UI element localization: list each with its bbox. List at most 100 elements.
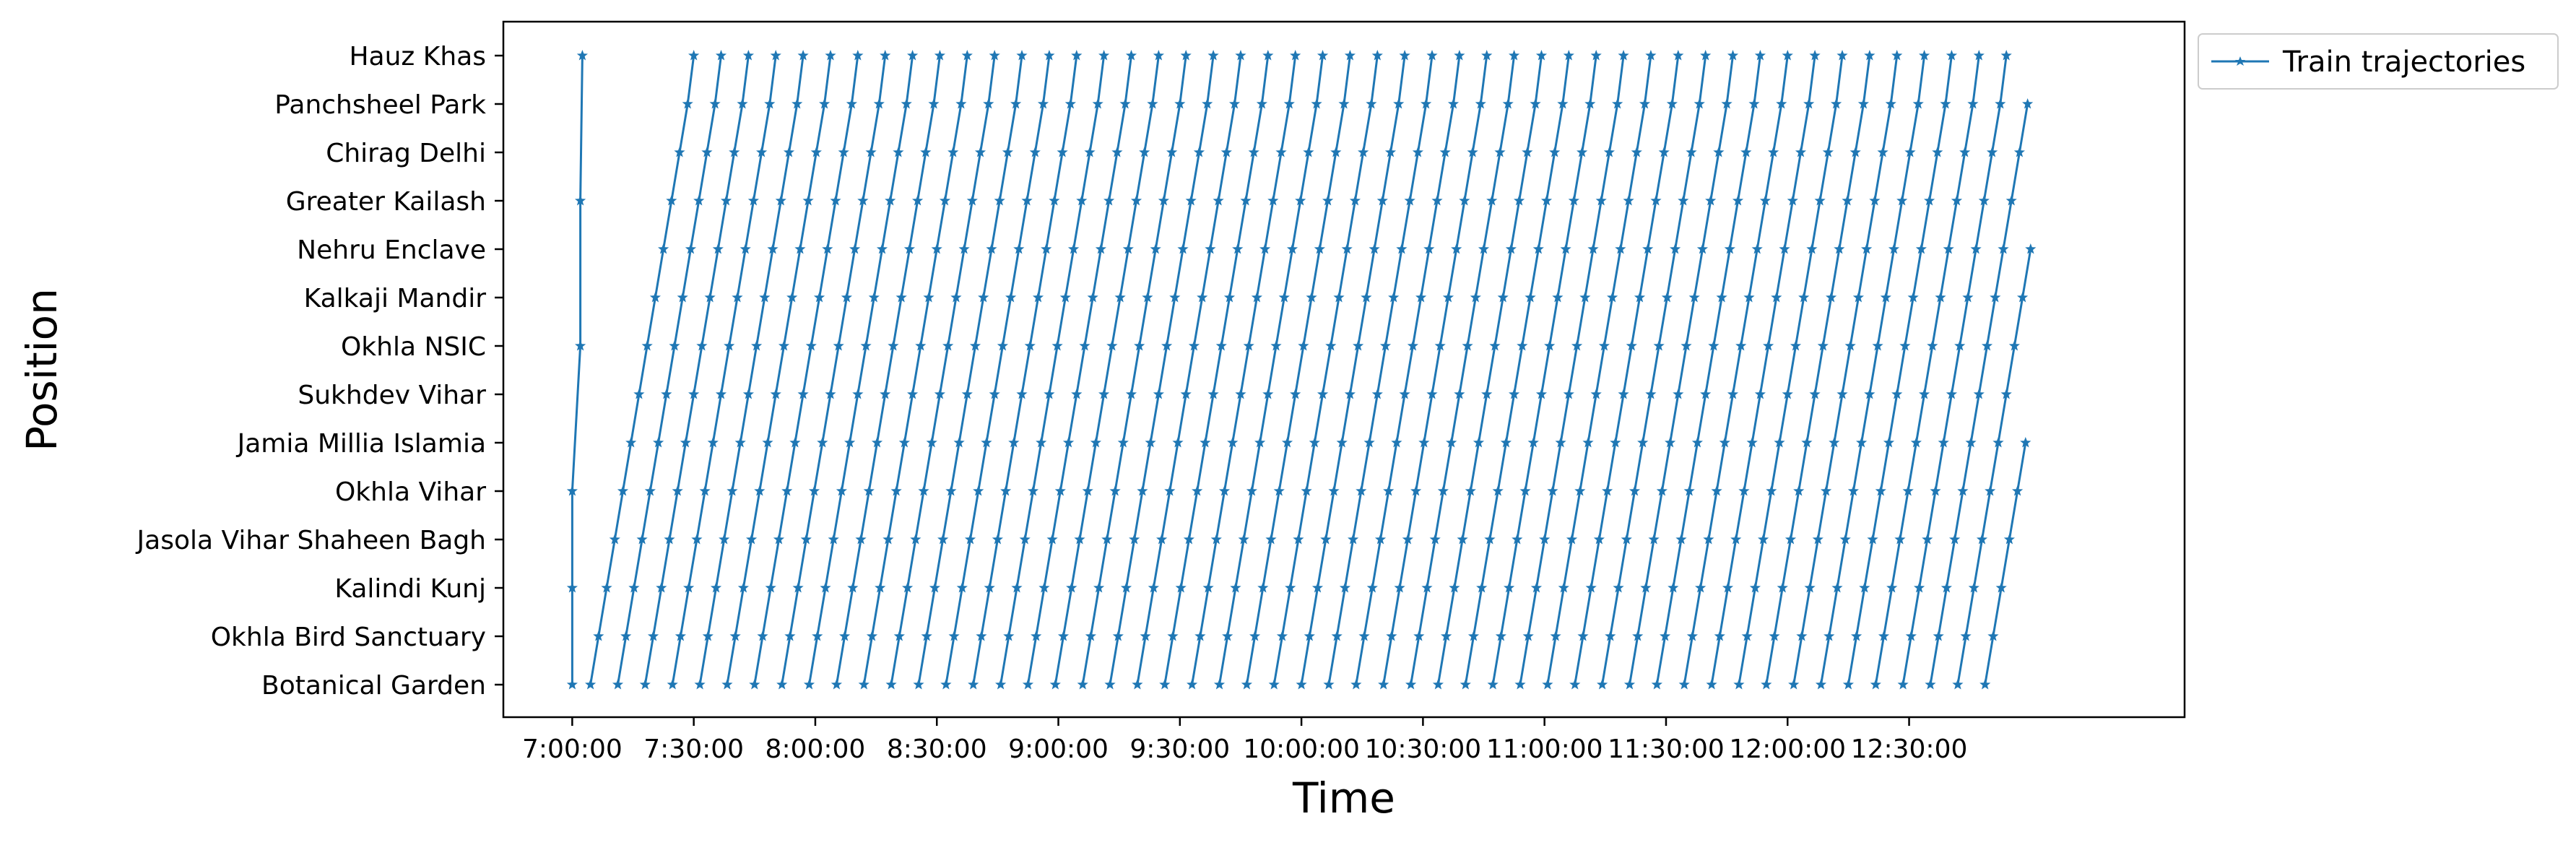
y-tick-label: Jamia Millia Islamia [236, 429, 486, 459]
trajectory-point [833, 340, 844, 351]
train-trajectory [1651, 50, 1766, 690]
trajectory-point [1092, 98, 1103, 109]
trajectory-point [1959, 147, 1971, 157]
trajectory-line [1629, 55, 1734, 685]
trajectory-point [1602, 485, 1613, 496]
trajectory-point [1426, 389, 1438, 399]
trajectory-point [937, 534, 949, 545]
x-axis-title: Time [1292, 774, 1395, 823]
x-axis: 7:00:00 7:30:00 8:00:00 8:30:00 9:00:00 9:30:… [522, 717, 1967, 764]
trajectory-point [1590, 389, 1602, 399]
trajectory-point [1888, 243, 1900, 254]
trajectory-point [820, 582, 831, 593]
train-trajectory [585, 50, 700, 690]
trajectory-point [1590, 50, 1602, 61]
trajectory-point [694, 679, 706, 690]
trajectory-point [1610, 437, 1621, 448]
train-trajectory [1213, 50, 1329, 690]
train-trajectory [1897, 50, 2012, 690]
trajectory-point [709, 98, 721, 109]
trajectory-point [639, 679, 651, 690]
trajectory-point [1074, 534, 1085, 545]
trajectory-point [1922, 534, 1933, 545]
trajectory-point [926, 437, 937, 448]
trajectory-point [852, 50, 864, 61]
trajectory-point [1478, 243, 1490, 254]
trajectory-point [1547, 485, 1558, 496]
trajectory-line [1436, 55, 1543, 685]
trajectory-point [1460, 679, 1471, 690]
train-trajectory [776, 50, 891, 690]
trajectory-point [1262, 389, 1274, 399]
trajectory-point [1344, 389, 1356, 399]
trajectory-point [792, 98, 803, 109]
trajectory-point [1467, 630, 1480, 641]
trajectory-point [1197, 292, 1208, 303]
trajectory-point [1441, 630, 1452, 641]
y-axis: Botanical Garden Okhla Bird Sanctuary Kali… [136, 42, 503, 701]
trajectory-point [817, 437, 828, 448]
train-trajectory [1569, 50, 1684, 690]
trajectory-point [1166, 147, 1178, 157]
train-trajectory [1788, 50, 1903, 690]
trajectory-point [1104, 679, 1116, 690]
trajectory-point [1505, 243, 1517, 254]
trajectory-point [1333, 292, 1345, 303]
trajectory-point [1919, 50, 1930, 61]
trajectory-point [672, 485, 683, 496]
trajectory-point [1193, 147, 1205, 157]
trajectory-point [1621, 534, 1632, 545]
trajectory-point [1358, 630, 1370, 641]
trajectory-point [1487, 679, 1499, 690]
trajectory-line [1245, 55, 1351, 685]
trajectory-point [1774, 437, 1785, 448]
legend-box [2198, 33, 2559, 90]
trajectory-point [1831, 582, 1843, 593]
y-tick-label: Okhla NSIC [341, 332, 486, 362]
trajectory-point [1864, 50, 1875, 61]
trajectory-point [1267, 195, 1279, 206]
trajectory-point [1251, 292, 1262, 303]
trajectory-point [1788, 679, 1800, 690]
trajectory-point [1650, 195, 1662, 206]
trajectory-point [612, 679, 624, 690]
trajectory-point [1202, 98, 1213, 109]
trajectory-point [789, 437, 801, 448]
trajectory-point [1618, 389, 1629, 399]
trajectory-point [677, 292, 688, 303]
trajectory-point [819, 98, 831, 109]
trajectory-point [778, 340, 790, 351]
trajectory-point [1759, 195, 1771, 206]
train-trajectory [566, 50, 588, 690]
trajectory-point [1678, 195, 1689, 206]
trajectory-point [1550, 630, 1561, 641]
trajectory-point [1618, 50, 1629, 61]
trajectory-point [1489, 340, 1501, 351]
trajectory-line [1546, 55, 1652, 685]
trajectory-point [1517, 340, 1528, 351]
trajectory-point [968, 679, 979, 690]
trajectory-point [1967, 98, 1979, 109]
y-tick-label: Jasola Vihar Shaheen Bagh [136, 526, 486, 555]
trajectory-point [901, 98, 912, 109]
trajectory-point [1933, 630, 1944, 641]
trajectory-point [1153, 50, 1164, 61]
trajectory-point [1356, 485, 1367, 496]
trajectory-point [1661, 292, 1673, 303]
trajectory-line [1574, 55, 1680, 685]
trajectory-point [1563, 50, 1574, 61]
trajectory-point [1769, 630, 1780, 641]
trajectory-point [1525, 292, 1536, 303]
trajectory-point [1681, 340, 1692, 351]
trajectory-point [1106, 340, 1118, 351]
trajectory-point [1027, 485, 1039, 496]
trajectory-point [1512, 534, 1523, 545]
trajectory-line [1683, 55, 1789, 685]
trajectory-point [1514, 679, 1526, 690]
trajectory-point [1981, 340, 1993, 351]
trajectory-point [863, 485, 875, 496]
trajectory-point [724, 340, 735, 351]
x-tick-label: 12:00:00 [1729, 734, 1846, 764]
trajectory-point [617, 485, 629, 496]
trajectory-point [636, 534, 648, 545]
